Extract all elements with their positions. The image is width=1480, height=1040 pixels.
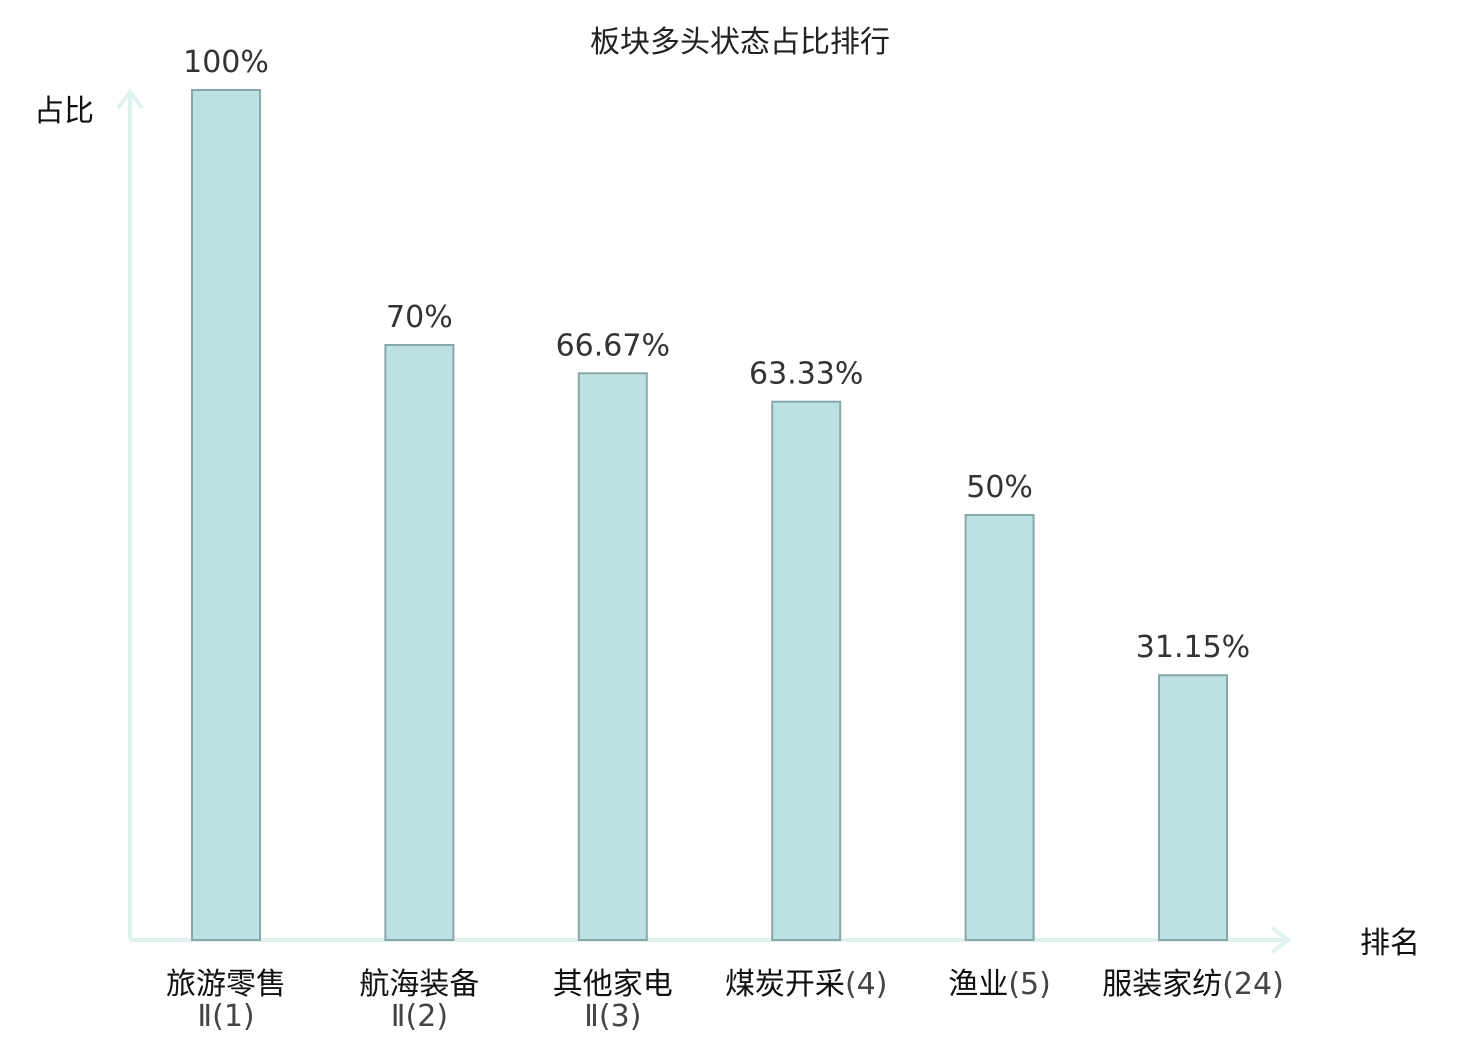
bar-2 — [384, 344, 455, 941]
category-name-4: 煤炭开采 — [725, 967, 845, 1002]
bar-1 — [191, 89, 261, 941]
x-axis-arrow — [1270, 926, 1292, 954]
value-label-1: 100% — [183, 45, 269, 80]
category-label-6: 服装家纺(24) — [1102, 967, 1284, 1002]
value-label-6: 31.15% — [1136, 630, 1250, 665]
category-name-2: 航海装备 — [359, 967, 479, 1002]
category-rank-1: Ⅱ(1) — [197, 999, 254, 1034]
category-name-6: 服装家纺 — [1102, 967, 1222, 1002]
y-axis-arrow — [116, 88, 144, 110]
value-label-3: 66.67% — [556, 328, 670, 363]
category-name-1: 旅游零售 — [166, 967, 286, 1002]
bar-6 — [1158, 674, 1228, 941]
category-label-4: 煤炭开采(4) — [725, 967, 888, 1002]
value-labels-layer: 100% 70% 66.67% 63.33% 50% 31.15% — [183, 45, 1250, 665]
category-rank-4: (4) — [845, 967, 888, 1002]
bar-5 — [964, 514, 1035, 941]
category-rank-3: Ⅱ(3) — [584, 999, 641, 1034]
value-label-4: 63.33% — [749, 357, 863, 392]
category-name-5: 渔业 — [948, 967, 1008, 1002]
bar-3 — [577, 372, 648, 941]
category-rank-2: Ⅱ(2) — [391, 999, 448, 1034]
chart-title: 板块多头状态占比排行 — [590, 25, 890, 60]
bar-4 — [771, 400, 842, 941]
category-rank-5: (5) — [1008, 967, 1051, 1002]
value-label-2: 70% — [386, 300, 453, 335]
value-label-5: 50% — [966, 470, 1033, 505]
bars-layer — [191, 89, 1228, 941]
y-axis-title: 占比 — [34, 94, 94, 129]
category-name-3: 其他家电 — [553, 967, 673, 1002]
category-rank-6: (24) — [1222, 967, 1284, 1002]
category-label-5: 渔业(5) — [948, 967, 1051, 1002]
x-axis-title: 排名 — [1360, 926, 1420, 961]
